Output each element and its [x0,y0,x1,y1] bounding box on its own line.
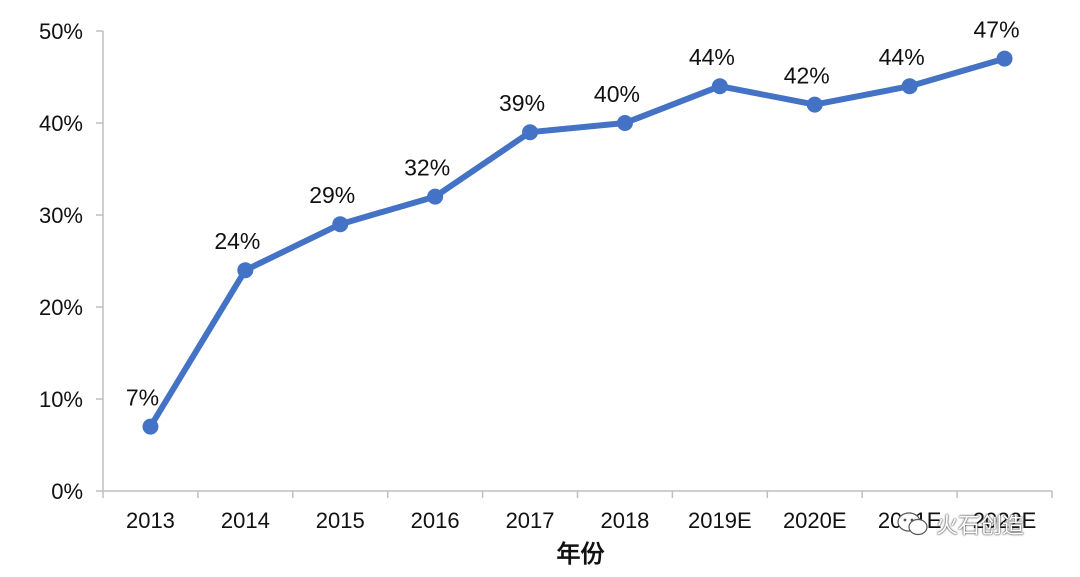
x-tick-label: 2014 [221,508,270,533]
wechat-logo-icon [897,512,928,536]
x-tick-label: 2015 [316,508,365,533]
x-tick-label: 2022E [973,508,1037,533]
data-label: 24% [214,228,260,254]
x-axis-title: 年份 [557,540,606,568]
x-tick-label: 2020E [783,508,847,533]
data-label: 44% [689,44,735,70]
series-line-group [142,50,1013,435]
watermark: 火石创造 [896,508,1024,540]
data-label: 7% [126,385,159,411]
x-tick-label: 2013 [126,508,175,533]
x-tick-label: 2017 [506,508,555,533]
data-label: 29% [309,182,355,208]
data-label: 32% [404,155,450,181]
y-tick-label: 20% [39,295,83,320]
data-point [901,78,918,95]
data-label: 44% [879,44,925,70]
watermark-text: 火石创造 [936,514,1025,539]
data-point [332,216,349,233]
data-point [522,124,539,141]
y-tick-label: 40% [39,111,83,136]
x-tick-label: 2019E [688,508,752,533]
series-line [147,55,1008,430]
data-point [427,188,444,205]
y-tick-label: 0% [51,479,83,504]
data-point [237,262,254,279]
data-label: 42% [784,63,830,89]
data-label: 47% [974,17,1020,43]
data-point [616,115,633,131]
data-point [996,50,1013,67]
chart-axes [102,31,1052,492]
y-axis-ticks: 0% 10% 20% 30% 40% 50% [39,19,103,504]
data-label: 39% [499,90,545,116]
x-tick-label: 2018 [600,508,649,533]
data-label: 40% [594,81,640,107]
data-point [711,78,728,95]
y-tick-label: 30% [39,203,83,228]
data-point [142,418,159,435]
y-tick-label: 50% [39,19,83,44]
x-tick-label: 2016 [411,508,460,533]
data-labels: 7% 24% 29% 32% 39% 40% 44% 42% 44% 47% [126,17,1020,411]
data-point [806,96,823,113]
y-tick-label: 10% [39,387,83,412]
